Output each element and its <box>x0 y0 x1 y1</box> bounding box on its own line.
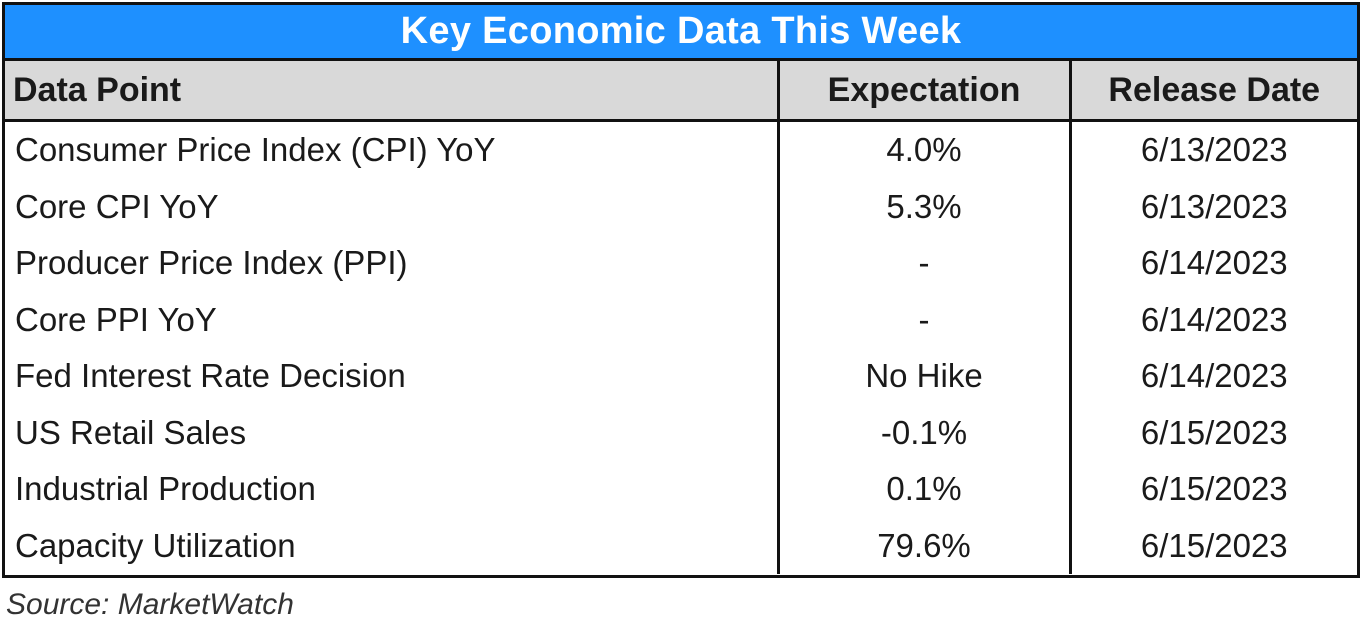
column-header-release-date: Release Date <box>1070 61 1357 122</box>
cell-data-point: Consumer Price Index (CPI) YoY <box>5 120 780 179</box>
table-row: Capacity Utilization 79.6% 6/15/2023 <box>5 517 1357 574</box>
cell-data-point: US Retail Sales <box>5 404 780 461</box>
table-row: Industrial Production 0.1% 6/15/2023 <box>5 461 1357 518</box>
cell-data-point: Core PPI YoY <box>5 291 780 348</box>
cell-release-date: 6/14/2023 <box>1140 244 1288 282</box>
cell-expectation: 0.1% <box>778 461 1072 518</box>
table-row: Core CPI YoY 5.3% 6/13/2023 <box>5 178 1357 235</box>
cell-data-point: Fed Interest Rate Decision <box>5 348 780 405</box>
data-grid: Data Point Expectation Release Date Cons… <box>5 61 1357 574</box>
cell-expectation: 5.3% <box>778 178 1072 235</box>
table-row: Fed Interest Rate Decision No Hike 6/14/… <box>5 348 1357 405</box>
cell-release-date: 6/15/2023 <box>1140 470 1288 508</box>
cell-data-point: Capacity Utilization <box>5 517 780 574</box>
column-header-data-point: Data Point <box>5 61 780 122</box>
cell-release-date: 6/14/2023 <box>1140 357 1288 395</box>
header-row: Data Point Expectation Release Date <box>5 61 1357 122</box>
cell-data-point: Producer Price Index (PPI) <box>5 235 780 292</box>
source-caption: Source: MarketWatch <box>6 588 294 621</box>
table-row: US Retail Sales -0.1% 6/15/2023 <box>5 404 1357 461</box>
table-row: Consumer Price Index (CPI) YoY 4.0% 6/13… <box>5 120 1357 179</box>
cell-release-date: 6/15/2023 <box>1140 526 1288 564</box>
cell-data-point: Core CPI YoY <box>5 178 780 235</box>
cell-data-point: Industrial Production <box>5 461 780 518</box>
cell-expectation: No Hike <box>778 348 1072 405</box>
cell-expectation: 4.0% <box>778 120 1072 179</box>
cell-release-date: 6/14/2023 <box>1140 300 1288 338</box>
cell-expectation: - <box>778 235 1072 292</box>
table-title: Key Economic Data This Week <box>5 5 1357 61</box>
economic-data-table: Key Economic Data This Week Data Point E… <box>2 2 1360 578</box>
cell-release-date: 6/15/2023 <box>1140 413 1288 451</box>
table-row: Producer Price Index (PPI) - 6/14/2023 <box>5 235 1357 292</box>
table-row: Core PPI YoY - 6/14/2023 <box>5 291 1357 348</box>
cell-expectation: - <box>778 291 1072 348</box>
cell-expectation: 79.6% <box>778 517 1072 574</box>
cell-expectation: -0.1% <box>778 404 1072 461</box>
cell-release-date: 6/13/2023 <box>1140 187 1288 225</box>
cell-release-date: 6/13/2023 <box>1140 131 1288 169</box>
column-header-expectation: Expectation <box>778 61 1072 122</box>
